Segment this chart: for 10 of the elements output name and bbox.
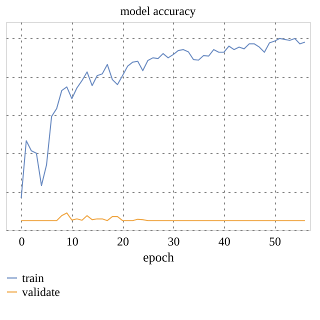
x-tick-label: 40 xyxy=(218,234,230,248)
legend-label: train xyxy=(22,271,44,285)
x-tick-label: 50 xyxy=(269,234,282,248)
x-tick-label: 30 xyxy=(168,234,180,248)
x-tick-label: 10 xyxy=(66,234,78,248)
legend-label: validate xyxy=(22,285,60,299)
x-axis-title: epoch xyxy=(142,250,175,264)
x-tick-label: 20 xyxy=(117,234,130,248)
x-tick-label: 0 xyxy=(18,234,25,248)
chart-title: model accuracy xyxy=(120,4,196,18)
